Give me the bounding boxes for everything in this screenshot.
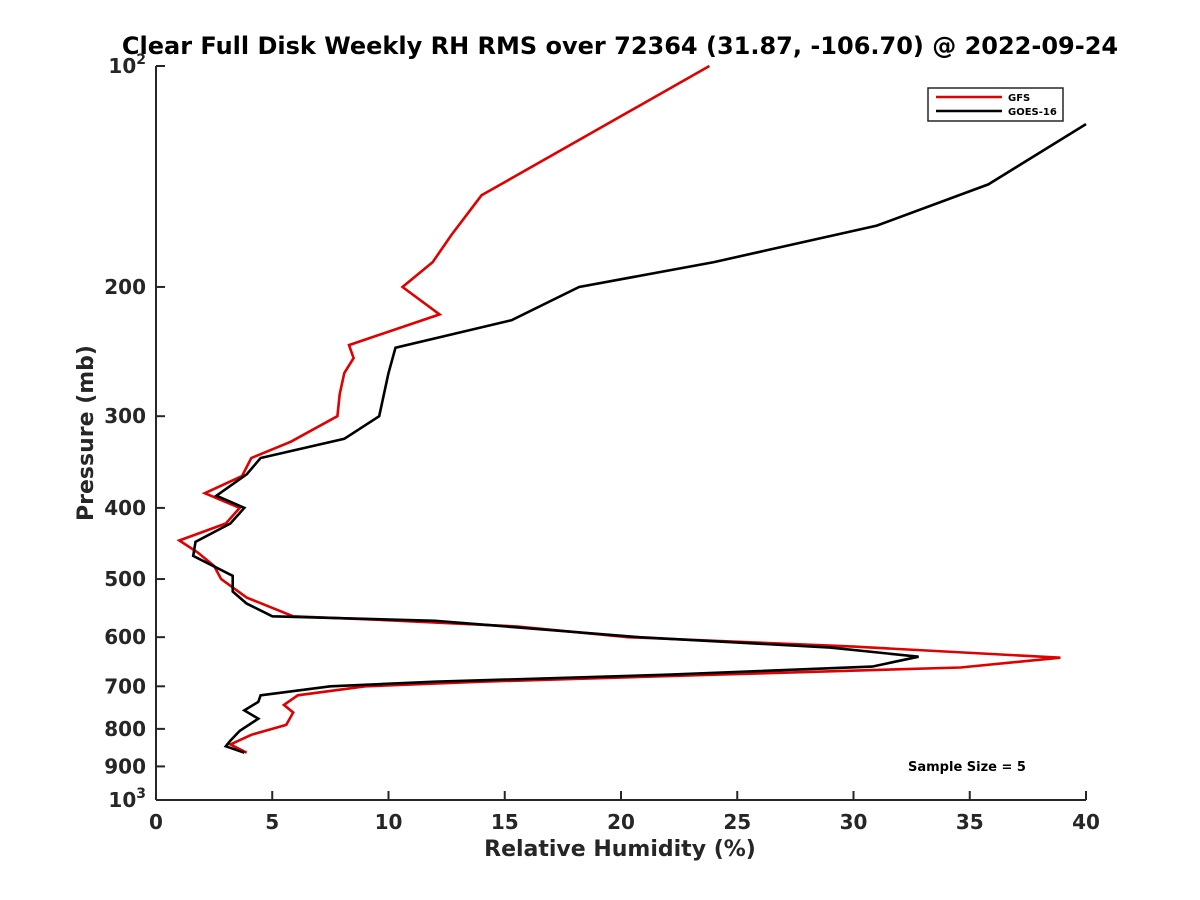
y-tick-label: 400 — [104, 496, 146, 520]
y-tick-label: 300 — [104, 404, 146, 428]
x-tick-label: 15 — [491, 810, 519, 834]
chart-title: Clear Full Disk Weekly RH RMS over 72364… — [122, 32, 1118, 60]
legend: GFS GOES-16 — [927, 87, 1064, 122]
legend-label-gfs: GFS — [1008, 93, 1030, 104]
y-tick-label: 200 — [104, 275, 146, 299]
y-tick-label: 103 — [108, 786, 146, 812]
y-tick-label: 900 — [104, 754, 146, 778]
y-tick-label: 600 — [104, 625, 146, 649]
x-tick-label: 5 — [265, 810, 279, 834]
x-tick-label: 30 — [840, 810, 868, 834]
x-tick-label: 25 — [723, 810, 751, 834]
series-line-gfs — [176, 64, 1061, 754]
legend-label-goes-16: GOES-16 — [1008, 107, 1057, 118]
legend-box — [927, 87, 1064, 122]
y-tick-label: 500 — [104, 567, 146, 591]
y-tick-label: 800 — [104, 717, 146, 741]
plot-area: 0 5 10 15 20 25 30 35 40 102 200 300 400 500 600 700 800… — [104, 52, 1100, 834]
x-tick-label: 40 — [1072, 810, 1100, 834]
y-axis-title: Pressure (mb) — [74, 345, 99, 521]
series-line-goes-16 — [191, 122, 1087, 754]
y-tick-label: 102 — [108, 52, 146, 78]
x-tick-label: 10 — [375, 810, 403, 834]
x-tick-label: 35 — [956, 810, 984, 834]
x-tick-label: 0 — [149, 810, 163, 834]
x-tick-label: 20 — [607, 810, 635, 834]
x-axis-title: Relative Humidity (%) — [484, 837, 756, 862]
sample-size-annotation: Sample Size = 5 — [908, 760, 1026, 775]
y-tick-label: 700 — [104, 674, 146, 698]
